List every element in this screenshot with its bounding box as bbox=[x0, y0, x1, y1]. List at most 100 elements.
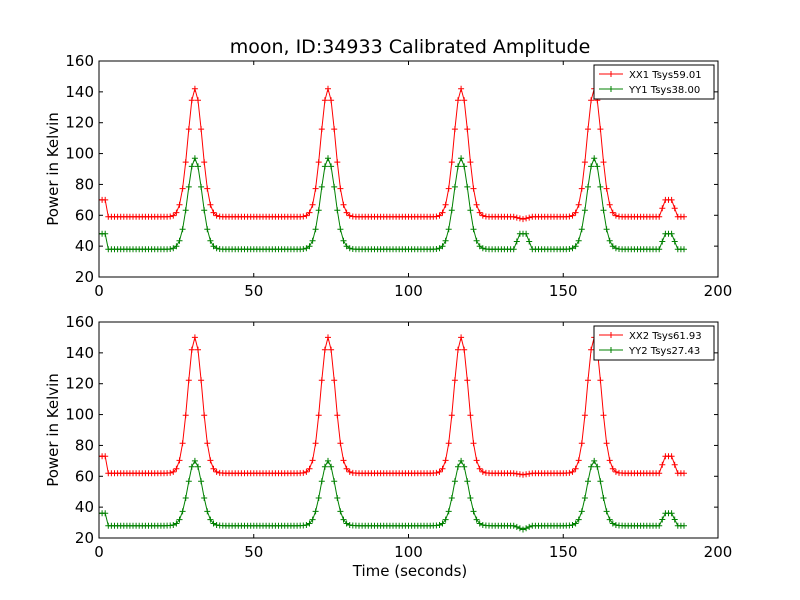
data-point bbox=[681, 246, 687, 253]
data-point bbox=[461, 346, 468, 353]
legend-marker bbox=[608, 332, 614, 338]
data-point bbox=[306, 209, 313, 216]
data-point bbox=[340, 201, 347, 208]
legend-marker bbox=[608, 71, 614, 77]
data-point bbox=[445, 508, 452, 515]
data-point bbox=[451, 377, 458, 384]
data-point bbox=[318, 183, 325, 190]
data-point bbox=[201, 207, 208, 214]
y-tick-label: 80 bbox=[75, 436, 94, 454]
data-point bbox=[337, 440, 344, 447]
data-point bbox=[467, 495, 474, 501]
x-tick-label: 0 bbox=[94, 282, 104, 300]
data-point bbox=[467, 159, 474, 166]
data-point bbox=[442, 237, 449, 244]
data-point bbox=[656, 470, 663, 477]
data-point bbox=[309, 237, 316, 244]
data-point bbox=[195, 346, 201, 353]
data-point bbox=[513, 523, 520, 530]
data-point bbox=[597, 183, 604, 190]
legend-box bbox=[593, 64, 715, 100]
data-point bbox=[566, 213, 573, 220]
data-point bbox=[659, 205, 666, 212]
data-point bbox=[176, 457, 183, 464]
data-point bbox=[659, 461, 666, 468]
y-tick-label: 120 bbox=[65, 114, 94, 132]
data-point bbox=[588, 97, 595, 104]
data-point bbox=[185, 377, 192, 384]
data-point bbox=[473, 201, 480, 208]
data-point bbox=[198, 126, 205, 133]
y-tick-label: 40 bbox=[75, 498, 94, 516]
data-point bbox=[600, 412, 607, 419]
data-point bbox=[439, 465, 446, 472]
data-point bbox=[668, 510, 675, 517]
data-point bbox=[340, 237, 347, 244]
data-point bbox=[513, 238, 520, 245]
data-point bbox=[520, 526, 526, 533]
bottom-subplot: 0 50 100 150 200 20 40 60 80 100 120 140 160 XX2 Tsys… bbox=[65, 313, 732, 561]
top-subplot: 0 50 100 150 200 20 40 60 80 100 120 140 160 XX1 Tsys… bbox=[65, 52, 732, 300]
data-point bbox=[656, 522, 663, 529]
data-point bbox=[213, 245, 220, 252]
x-tick-label: 100 bbox=[394, 282, 423, 300]
data-point bbox=[300, 469, 307, 476]
data-point bbox=[331, 126, 338, 133]
data-point bbox=[182, 159, 189, 166]
data-point bbox=[581, 412, 588, 419]
y-tick-label: 100 bbox=[65, 145, 94, 163]
data-point bbox=[606, 516, 613, 523]
data-point bbox=[309, 457, 316, 464]
data-point bbox=[523, 215, 530, 222]
legend: XX2 Tsys61.93 YY2 Tsys27.43 bbox=[593, 325, 715, 361]
series-yy1 bbox=[99, 155, 687, 253]
data-point bbox=[609, 243, 616, 250]
data-point bbox=[334, 412, 341, 419]
data-point bbox=[455, 346, 461, 353]
data-point bbox=[198, 478, 205, 485]
data-point bbox=[210, 209, 217, 216]
data-point bbox=[328, 463, 335, 470]
data-point bbox=[588, 163, 595, 170]
data-point bbox=[473, 516, 480, 523]
data-point bbox=[445, 226, 452, 233]
data-point bbox=[173, 520, 180, 527]
data-point bbox=[343, 465, 350, 472]
data-point bbox=[201, 159, 208, 166]
data-point bbox=[318, 126, 325, 133]
data-point bbox=[461, 163, 468, 170]
legend-box bbox=[593, 325, 715, 361]
data-point bbox=[455, 463, 461, 470]
data-point bbox=[606, 237, 613, 244]
data-point bbox=[526, 523, 533, 530]
data-point bbox=[176, 516, 183, 523]
data-point bbox=[671, 238, 678, 245]
y-tick-label: 60 bbox=[75, 206, 94, 224]
legend: XX1 Tsys59.01 YY1 Tsys38.00 bbox=[593, 64, 715, 100]
data-point bbox=[470, 440, 477, 447]
data-point bbox=[331, 478, 338, 485]
data-point bbox=[659, 238, 666, 245]
data-point bbox=[442, 516, 449, 523]
data-point bbox=[591, 457, 598, 464]
data-point bbox=[436, 212, 443, 219]
data-point bbox=[331, 183, 338, 190]
legend-label: YY1 Tsys38.00 bbox=[628, 85, 700, 96]
data-point bbox=[188, 97, 195, 104]
data-point bbox=[603, 508, 610, 515]
data-point bbox=[572, 465, 579, 472]
data-point bbox=[448, 412, 455, 419]
data-point bbox=[315, 495, 322, 501]
data-point bbox=[334, 159, 341, 166]
data-point bbox=[198, 377, 205, 384]
data-point bbox=[448, 207, 455, 214]
data-point bbox=[337, 226, 344, 233]
data-point bbox=[170, 522, 177, 528]
data-point bbox=[312, 185, 319, 192]
data-point bbox=[315, 412, 322, 419]
data-point bbox=[321, 346, 328, 353]
data-point bbox=[204, 508, 211, 515]
data-point bbox=[182, 207, 189, 214]
data-point bbox=[167, 246, 174, 252]
